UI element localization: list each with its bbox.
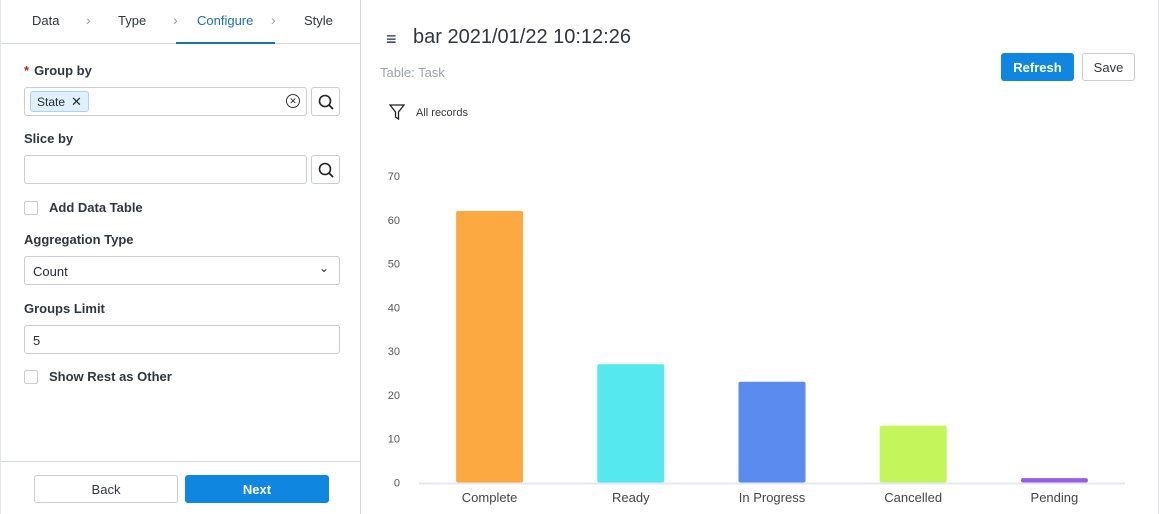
step-data[interactable]: Data bbox=[32, 13, 60, 28]
x-tick-label: Pending bbox=[1031, 490, 1079, 505]
group-by-label: * Group by bbox=[24, 63, 92, 78]
remove-chip-icon[interactable]: ✕ bbox=[71, 93, 82, 109]
add-data-table-checkbox[interactable] bbox=[24, 201, 38, 215]
back-button[interactable]: Back bbox=[34, 475, 178, 503]
aggregation-type-label: Aggregation Type bbox=[24, 232, 134, 247]
y-tick-label: 0 bbox=[394, 478, 400, 490]
add-data-table-label: Add Data Table bbox=[49, 200, 143, 215]
bar-pending bbox=[1020, 478, 1088, 483]
x-tick-label: In Progress bbox=[739, 490, 806, 505]
state-chip: State ✕ bbox=[30, 91, 89, 112]
chart-panel: ≡ bar 2021/01/22 10:12:26 Table: Task Re… bbox=[362, 0, 1159, 514]
search-icon bbox=[318, 94, 334, 110]
x-tick-label: Cancelled bbox=[884, 490, 942, 505]
y-tick-label: 50 bbox=[388, 259, 400, 271]
menu-icon[interactable]: ≡ bbox=[386, 29, 397, 49]
slice-by-input[interactable] bbox=[24, 155, 307, 184]
table-name: Table: Task bbox=[380, 65, 445, 80]
footer: Back Next bbox=[1, 461, 361, 514]
groups-limit-input[interactable]: 5 bbox=[24, 325, 340, 354]
bar-ready bbox=[597, 364, 665, 483]
slice-by-label: Slice by bbox=[24, 131, 74, 146]
config-panel: Data › Type › Configure › Style * Group b… bbox=[0, 0, 361, 514]
bar-chart: 0 10 20 30 40 50 60 70 Complete Ready In Progress C… bbox=[388, 171, 1125, 505]
chevron-right-icon: › bbox=[173, 12, 178, 28]
chevron-right-icon: › bbox=[86, 12, 91, 28]
groups-limit-label: Groups Limit bbox=[24, 301, 105, 316]
step-configure[interactable]: Configure bbox=[197, 13, 254, 28]
group-by-search-button[interactable] bbox=[311, 87, 340, 116]
step-style[interactable]: Style bbox=[304, 13, 333, 28]
x-tick-label: Ready bbox=[612, 490, 650, 505]
chevron-down-icon: ⌄ bbox=[318, 261, 329, 275]
x-tick-label: Complete bbox=[462, 490, 518, 505]
chevron-right-icon: › bbox=[271, 12, 276, 28]
show-rest-checkbox[interactable] bbox=[24, 370, 38, 384]
bar-complete bbox=[456, 211, 524, 483]
save-button[interactable]: Save bbox=[1082, 53, 1135, 81]
aggregation-type-select[interactable]: Count ⌄ bbox=[24, 256, 340, 285]
y-tick-label: 10 bbox=[388, 434, 400, 446]
wizard-steps: Data › Type › Configure › Style bbox=[1, 0, 360, 44]
next-button[interactable]: Next bbox=[185, 475, 329, 503]
refresh-button[interactable]: Refresh bbox=[1001, 53, 1074, 81]
bar-cancelled bbox=[879, 425, 947, 483]
y-tick-label: 30 bbox=[388, 346, 400, 358]
clear-icon[interactable]: ✕ bbox=[286, 94, 300, 108]
y-tick-label: 70 bbox=[388, 171, 400, 183]
y-tick-label: 20 bbox=[388, 390, 400, 402]
show-rest-label: Show Rest as Other bbox=[49, 369, 172, 384]
group-by-input[interactable]: State ✕ ✕ bbox=[24, 87, 307, 116]
y-tick-label: 60 bbox=[388, 215, 400, 227]
active-step-indicator bbox=[176, 42, 275, 44]
filter-text[interactable]: All records bbox=[416, 107, 468, 119]
bar-in-progress bbox=[738, 381, 806, 483]
slice-by-search-button[interactable] bbox=[311, 155, 340, 184]
filter-icon[interactable] bbox=[389, 104, 405, 121]
y-tick-label: 40 bbox=[388, 302, 400, 314]
search-icon bbox=[318, 162, 334, 178]
page-title: bar 2021/01/22 10:12:26 bbox=[413, 26, 631, 48]
step-type[interactable]: Type bbox=[118, 13, 147, 28]
